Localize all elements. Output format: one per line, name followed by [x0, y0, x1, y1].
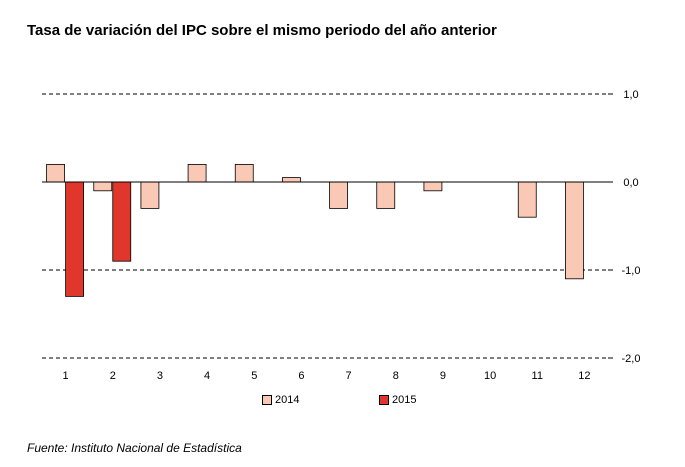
x-tick-label: 10 [484, 370, 496, 382]
x-tick-label: 2 [110, 370, 116, 382]
x-tick-label: 4 [204, 370, 210, 382]
bar-2014-2 [93, 181, 113, 192]
x-tick-label: 11 [532, 370, 543, 382]
bar-2014-8 [376, 181, 396, 209]
x-tick-label: 9 [440, 370, 446, 382]
bar-2014-11 [517, 181, 537, 218]
bar-2015-1 [65, 181, 84, 297]
legend-swatch-2015 [379, 395, 389, 405]
bar-2014-12 [565, 181, 584, 280]
bar-2014-1 [46, 163, 65, 183]
bar-2014-6 [282, 177, 301, 183]
x-tick-label: 12 [578, 370, 590, 382]
y-tick-label: 1,0 [623, 89, 638, 101]
legend-label-2015: 2015 [392, 394, 417, 406]
chart-title: Tasa de variación del IPC sobre el mismo… [27, 22, 497, 39]
source-note: Fuente: Instituto Nacional de Estadístic… [27, 441, 242, 455]
bar-2014-7 [329, 181, 348, 209]
bar-2014-9 [423, 181, 443, 192]
x-tick-label: 6 [298, 370, 304, 382]
legend-label-2014: 2014 [275, 394, 300, 406]
bar-2015-2 [112, 181, 132, 262]
bar-2014-5 [234, 163, 254, 183]
y-tick-label: -2,0 [622, 353, 641, 365]
bar-2014-4 [187, 163, 207, 183]
legend-item-2015: 2015 [379, 394, 416, 406]
x-tick-label: 8 [393, 370, 399, 382]
bar-chart: 1,00,0-1,0-2,01 2 3 4 5 6 7 8 9 10 11 12 [42, 89, 641, 382]
y-tick-label: 0,0 [623, 177, 638, 189]
legend-swatch-2014 [262, 395, 272, 405]
x-tick-label: 5 [251, 370, 257, 382]
bar-2014-3 [140, 181, 160, 209]
y-tick-label: -1,0 [622, 265, 641, 277]
legend-item-2014: 2014 [262, 394, 299, 406]
x-tick-label: 7 [346, 370, 352, 382]
x-tick-label: 1 [63, 370, 69, 382]
x-tick-label: 3 [157, 370, 163, 382]
